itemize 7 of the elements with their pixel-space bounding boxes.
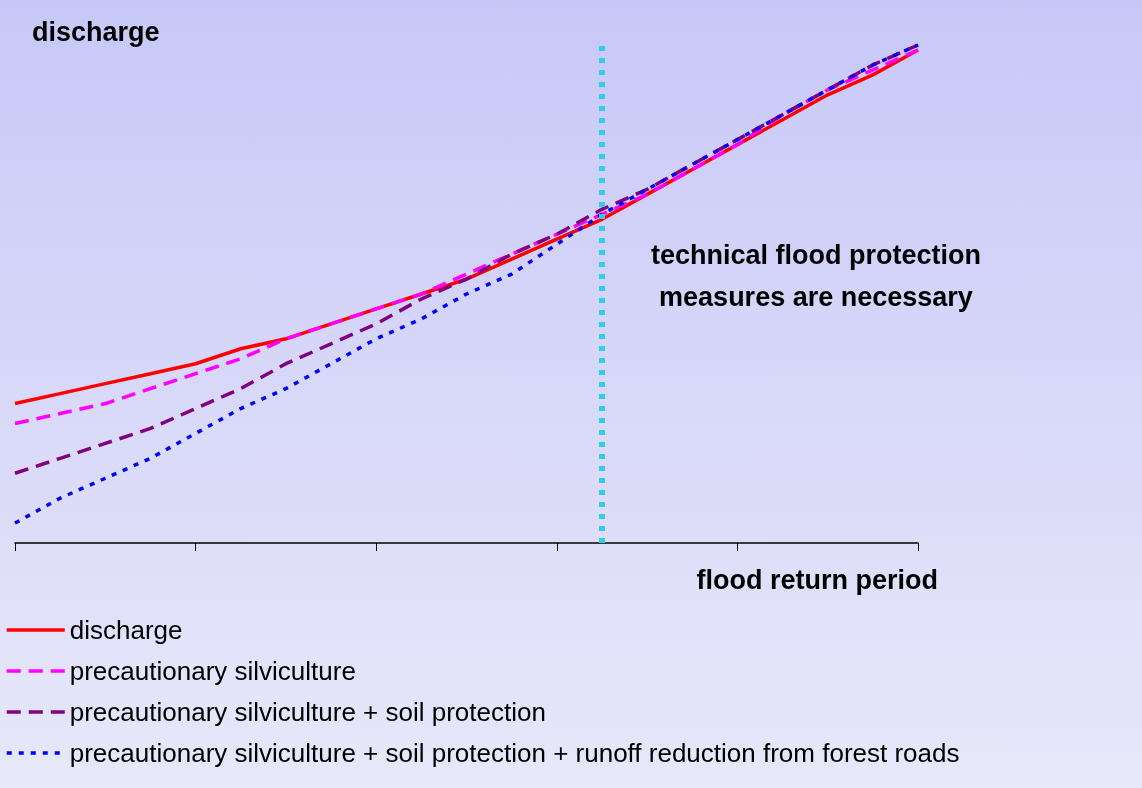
y-axis-title: discharge: [32, 16, 160, 47]
legend-label: precautionary silviculture + soil protection: [69, 697, 546, 727]
x-axis-title: flood return period: [696, 564, 938, 595]
legend-label: discharge: [69, 615, 183, 645]
annotation: technical flood protection measures are necessary: [650, 240, 981, 313]
legend-label: precautionary silviculture: [69, 656, 356, 686]
legend-label: precautionary silviculture + soil protection + runoff reduction from forest roads: [69, 738, 960, 768]
